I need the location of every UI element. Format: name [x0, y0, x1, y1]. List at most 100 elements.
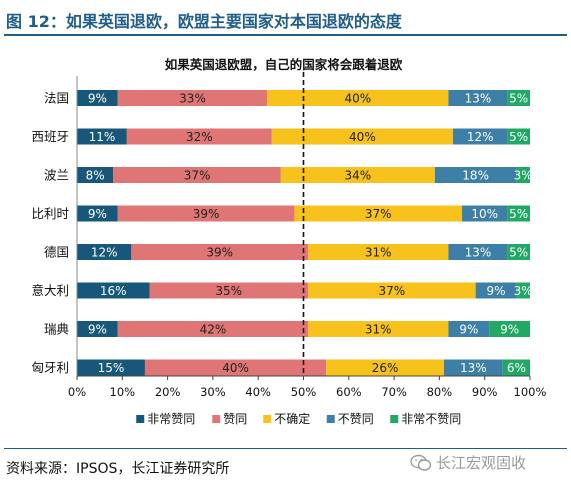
data-label: 13% [460, 361, 487, 375]
category-label: 比利时 [31, 206, 69, 221]
data-label: 33% [179, 92, 206, 106]
figure-header: 图 12：如果英国退欧，欧盟主要国家对本国退欧的态度 [0, 0, 571, 36]
legend-swatch [326, 415, 335, 423]
x-tick-label: 10% [110, 385, 136, 399]
bar-segment [448, 90, 508, 106]
legend-swatch [136, 415, 145, 423]
bar-segment [117, 321, 309, 337]
figure-title: 图 12：如果英国退欧，欧盟主要国家对本国退欧的态度 [6, 12, 402, 31]
legend-label: 赞同 [223, 412, 247, 426]
bar-segment [452, 128, 508, 145]
data-label: 16% [100, 284, 127, 298]
bar-segment [308, 282, 476, 299]
bar-segment [294, 205, 463, 222]
data-label: 39% [193, 207, 220, 221]
data-label: 9% [459, 323, 478, 337]
data-label: 40% [349, 130, 376, 144]
bar-segment [448, 321, 490, 337]
data-label: 37% [378, 284, 405, 298]
data-label: 9% [500, 323, 519, 337]
data-label: 5% [509, 92, 528, 106]
data-label: 37% [184, 169, 211, 183]
bar-segment [516, 167, 530, 183]
x-tick-label: 90% [472, 385, 498, 399]
data-label: 31% [365, 246, 392, 260]
category-label: 意大利 [31, 283, 69, 298]
bar-segment [475, 282, 517, 299]
category-label: 西班牙 [31, 129, 69, 144]
x-tick-label: 60% [336, 385, 362, 399]
bar-segment [462, 205, 508, 222]
x-tick-label: 70% [381, 385, 407, 399]
bar-segment [280, 167, 435, 183]
bar-segment [77, 359, 145, 376]
bar-segment [308, 321, 449, 337]
data-label: 13% [465, 92, 492, 106]
bar-segment [267, 90, 449, 106]
bar-segment [507, 205, 530, 222]
bar-segment [77, 244, 132, 260]
bar-segment [502, 359, 530, 376]
data-label: 9% [88, 323, 107, 337]
source-note: 资料来源：IPSOS，长江证券研究所 [6, 461, 230, 477]
legend-swatch [263, 415, 272, 423]
wechat-icon [410, 454, 432, 471]
legend-label: 非常不赞同 [401, 412, 461, 426]
data-label: 5% [509, 207, 528, 221]
chart-title: 如果英国退欧盟，自己的国家将会跟着退欧 [165, 57, 403, 72]
data-label: 26% [372, 361, 399, 375]
bar-segment [126, 128, 272, 145]
data-label: 15% [98, 361, 125, 375]
data-label: 12% [91, 246, 118, 260]
bar-segment [434, 167, 517, 183]
data-label: 35% [215, 284, 242, 298]
data-label: 9% [88, 92, 107, 106]
data-label: 12% [467, 130, 494, 144]
bar-segment [77, 167, 114, 183]
watermark-text: 长江宏观固收 [436, 454, 527, 472]
category-label: 法国 [44, 91, 69, 106]
bar-segment [443, 359, 503, 376]
data-label: 8% [86, 169, 105, 183]
x-tick-label: 40% [245, 385, 271, 399]
bar-segment [144, 359, 327, 376]
bar-segment [77, 282, 150, 299]
bar-segment [507, 128, 530, 145]
bar-segment [77, 90, 118, 106]
bar-segment [149, 282, 309, 299]
x-tick-label: 0% [68, 385, 86, 399]
bar-segment [507, 90, 530, 106]
bar-segment [131, 244, 309, 260]
data-label: 6% [507, 361, 526, 375]
data-label: 3% [514, 284, 533, 298]
data-label: 5% [509, 130, 528, 144]
data-label: 11% [89, 130, 116, 144]
category-label: 德国 [44, 245, 69, 260]
data-label: 5% [509, 246, 528, 260]
category-label: 波兰 [44, 168, 69, 183]
footer-rule [4, 448, 567, 449]
bar-segment [117, 90, 268, 106]
data-label: 34% [345, 169, 372, 183]
data-label: 42% [200, 323, 227, 337]
bar-segment [489, 321, 530, 337]
x-tick-label: 80% [427, 385, 453, 399]
data-label: 40% [345, 92, 372, 106]
data-label: 13% [465, 246, 492, 260]
legend-label: 非常赞同 [147, 412, 195, 426]
data-label: 18% [462, 169, 489, 183]
data-label: 31% [365, 323, 392, 337]
data-label: 32% [186, 130, 213, 144]
x-tick-label: 50% [291, 385, 317, 399]
data-label: 3% [514, 169, 533, 183]
data-label: 39% [206, 246, 233, 260]
bar-segment [113, 167, 281, 183]
x-tick-label: 30% [200, 385, 226, 399]
bar-segment [77, 128, 127, 145]
data-label: 37% [365, 207, 392, 221]
data-label: 40% [222, 361, 249, 375]
category-label: 瑞典 [44, 322, 69, 337]
bar-segment [77, 205, 118, 222]
